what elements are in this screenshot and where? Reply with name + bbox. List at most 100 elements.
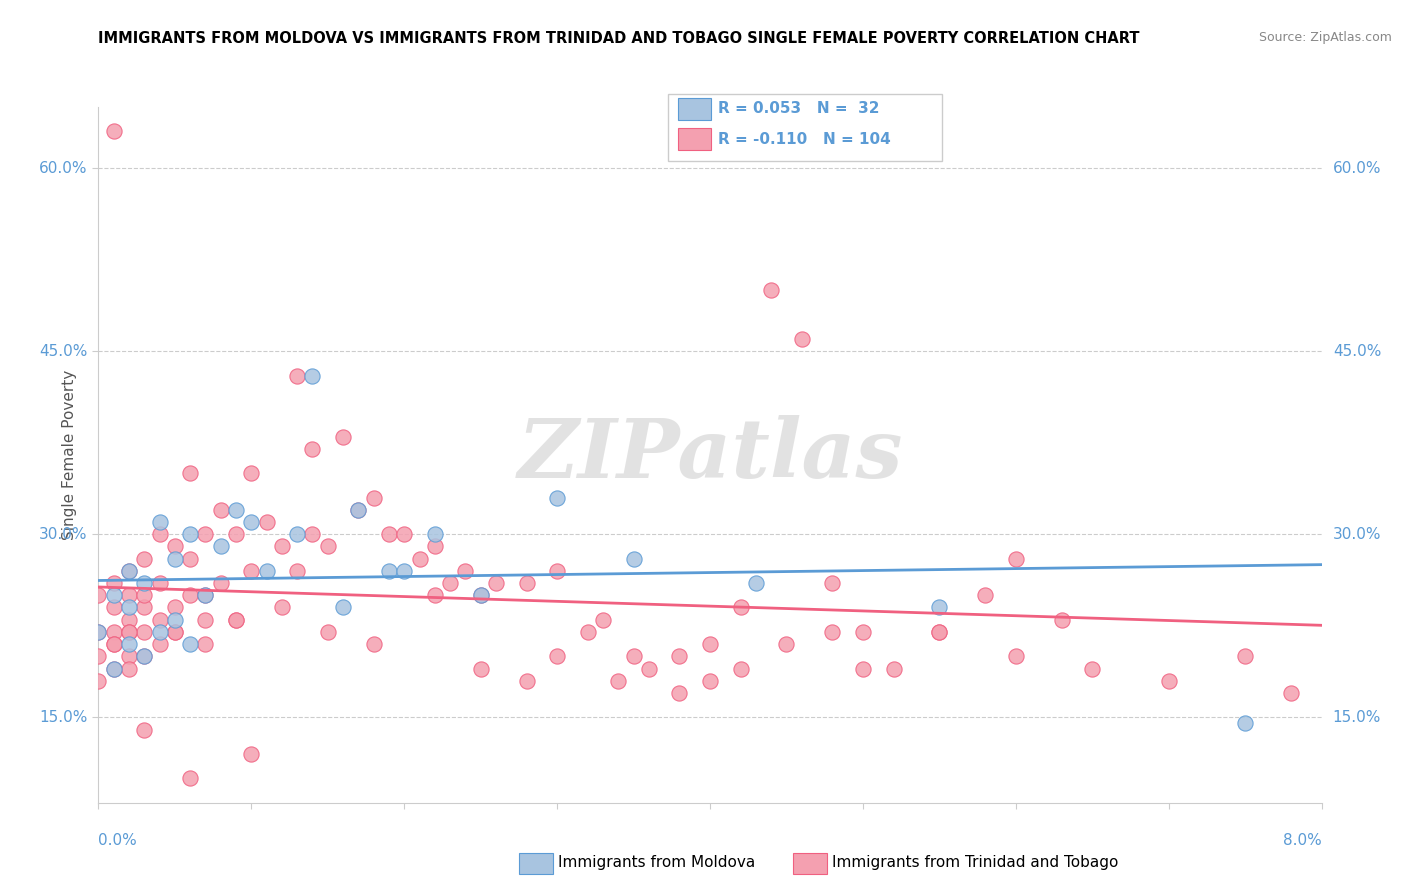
Point bbox=[378, 527, 401, 541]
Point bbox=[285, 527, 308, 541]
Text: 15.0%: 15.0% bbox=[1333, 710, 1381, 725]
Point bbox=[134, 723, 156, 737]
Point bbox=[699, 673, 721, 688]
Point bbox=[1279, 686, 1302, 700]
Point bbox=[163, 600, 186, 615]
Point bbox=[485, 576, 508, 591]
Point bbox=[134, 576, 156, 591]
Point bbox=[974, 588, 997, 602]
Point bbox=[194, 588, 217, 602]
Point bbox=[149, 576, 172, 591]
Point bbox=[134, 649, 156, 664]
Point bbox=[423, 540, 446, 554]
Point bbox=[730, 661, 752, 675]
Point bbox=[118, 600, 141, 615]
Point bbox=[194, 527, 217, 541]
Point bbox=[149, 515, 172, 529]
Point bbox=[408, 551, 430, 566]
Point bbox=[759, 283, 782, 297]
Point bbox=[285, 368, 308, 383]
Point bbox=[134, 551, 156, 566]
Text: 8.0%: 8.0% bbox=[1282, 833, 1322, 848]
Point bbox=[118, 588, 141, 602]
Point bbox=[270, 540, 294, 554]
Point bbox=[149, 624, 172, 639]
Point bbox=[256, 564, 278, 578]
Point bbox=[118, 624, 141, 639]
Point bbox=[103, 588, 125, 602]
Point bbox=[87, 673, 110, 688]
Point bbox=[668, 649, 690, 664]
Point bbox=[240, 515, 263, 529]
Point bbox=[225, 503, 247, 517]
Point bbox=[790, 332, 813, 346]
Point bbox=[546, 564, 568, 578]
Point bbox=[592, 613, 614, 627]
Point bbox=[209, 503, 232, 517]
Point bbox=[179, 637, 201, 651]
Point bbox=[928, 624, 950, 639]
Point bbox=[163, 613, 186, 627]
Point bbox=[928, 600, 950, 615]
Point bbox=[470, 588, 492, 602]
Point bbox=[392, 564, 416, 578]
Point bbox=[87, 649, 110, 664]
Point bbox=[118, 564, 141, 578]
Point bbox=[852, 624, 875, 639]
Point bbox=[103, 661, 125, 675]
Point bbox=[316, 540, 339, 554]
Point bbox=[179, 551, 201, 566]
Point bbox=[209, 540, 232, 554]
Point bbox=[103, 576, 125, 591]
Point bbox=[118, 624, 141, 639]
Point bbox=[103, 661, 125, 675]
Point bbox=[103, 637, 125, 651]
Text: 45.0%: 45.0% bbox=[1333, 343, 1381, 359]
Y-axis label: Single Female Poverty: Single Female Poverty bbox=[62, 370, 77, 540]
Point bbox=[194, 613, 217, 627]
Text: 15.0%: 15.0% bbox=[39, 710, 87, 725]
Point bbox=[454, 564, 477, 578]
Point bbox=[270, 600, 294, 615]
Point bbox=[637, 661, 661, 675]
Point bbox=[103, 124, 125, 138]
Point bbox=[392, 527, 416, 541]
Point bbox=[347, 503, 370, 517]
Point bbox=[1004, 649, 1026, 664]
Point bbox=[1050, 613, 1073, 627]
Text: R = 0.053   N =  32: R = 0.053 N = 32 bbox=[718, 102, 880, 116]
Text: 60.0%: 60.0% bbox=[39, 161, 87, 176]
Point bbox=[163, 540, 186, 554]
Point bbox=[607, 673, 630, 688]
Point bbox=[332, 600, 354, 615]
Point bbox=[1234, 716, 1257, 731]
Point bbox=[821, 624, 844, 639]
Point bbox=[730, 600, 752, 615]
Point bbox=[103, 637, 125, 651]
Point bbox=[363, 637, 385, 651]
Point bbox=[179, 527, 201, 541]
Point bbox=[149, 527, 172, 541]
Point bbox=[179, 467, 201, 481]
Point bbox=[546, 649, 568, 664]
Point bbox=[225, 527, 247, 541]
Point bbox=[363, 491, 385, 505]
Point bbox=[194, 637, 217, 651]
Point bbox=[118, 637, 141, 651]
Text: IMMIGRANTS FROM MOLDOVA VS IMMIGRANTS FROM TRINIDAD AND TOBAGO SINGLE FEMALE POV: IMMIGRANTS FROM MOLDOVA VS IMMIGRANTS FR… bbox=[98, 31, 1140, 46]
Text: 60.0%: 60.0% bbox=[1333, 161, 1381, 176]
Point bbox=[225, 613, 247, 627]
Point bbox=[623, 649, 645, 664]
Text: Immigrants from Moldova: Immigrants from Moldova bbox=[558, 855, 755, 870]
Point bbox=[134, 600, 156, 615]
Text: 0.0%: 0.0% bbox=[98, 833, 138, 848]
Point bbox=[852, 661, 875, 675]
Text: 30.0%: 30.0% bbox=[39, 527, 87, 541]
Point bbox=[301, 368, 323, 383]
Point bbox=[163, 624, 186, 639]
Point bbox=[883, 661, 905, 675]
Point bbox=[240, 467, 263, 481]
Point bbox=[699, 637, 721, 651]
Point bbox=[149, 637, 172, 651]
Point bbox=[332, 429, 354, 443]
